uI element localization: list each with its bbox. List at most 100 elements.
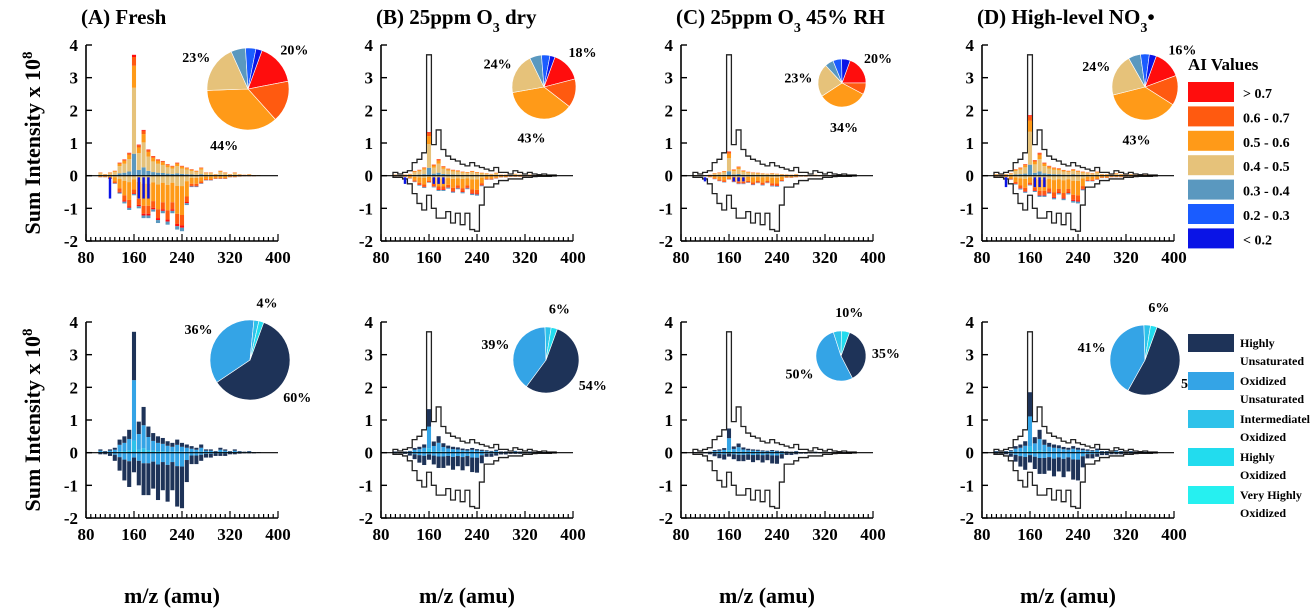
bar-seg-pos-r1-p2-b17-c1 (774, 451, 780, 453)
bar-seg-pos-r0-p0-b20-c3 (194, 172, 199, 175)
bar-seg-pos-r1-p3-b3-c1 (1008, 451, 1013, 453)
bar-seg-pos-r0-p1-b14-c3 (460, 172, 465, 175)
bar-seg-pos-r0-p2-b13-c3 (755, 173, 760, 176)
bar-seg-pos-r0-p0-b8-c0 (136, 144, 141, 146)
bar-seg-pos-r0-p3-b13-c1 (1056, 168, 1061, 169)
pie-label: 35% (872, 347, 900, 362)
bar-seg-pos-r1-p1-b17-c0 (474, 449, 480, 451)
bar-seg-pos-r1-p0-b8-c0 (136, 421, 141, 435)
bar-seg-pos-r0-p1-b7-c3 (426, 144, 432, 168)
bar-seg-neg-r1-p2-b13-c1 (755, 452, 760, 455)
y-tick-label: -1 (960, 476, 974, 495)
bar-seg-neg-r0-p0-b5-c0 (122, 200, 127, 202)
bar-seg-pos-r1-p0-b19-c0 (189, 446, 194, 449)
bar-seg-pos-r1-p2-b4-c0 (712, 450, 717, 452)
bar-seg-neg-r0-p0-b4-c4 (117, 192, 122, 194)
ox-legend-sublabel: Oxidized (1240, 468, 1286, 482)
panel-title: (A) Fresh (81, 5, 167, 29)
bar-seg-neg-r0-p1-b15-c2 (465, 178, 470, 186)
bar-seg-pos-r1-p2-b11-c1 (746, 450, 751, 453)
bar-seg-neg-r0-p0-b7-c2 (131, 179, 137, 190)
bar-seg-pos-r0-p0-b16-c2 (175, 163, 180, 167)
bar-seg-neg-r0-p2-b15-c1 (765, 180, 770, 183)
bar-seg-neg-r0-p1-b6-c4 (422, 187, 427, 189)
bar-seg-pos-r0-p1-b7-c1 (426, 132, 432, 137)
y-tick-label: -1 (960, 199, 974, 218)
bar-seg-pos-r0-p0-b18-c2 (184, 168, 189, 170)
bar-seg-neg-r0-p1-b9-c4 (436, 189, 441, 191)
x-tick-label: 320 (812, 248, 838, 267)
bar-seg-neg-r1-p1-b12-c1 (450, 452, 456, 457)
bar-seg-pos-r0-p3-b9-c2 (1037, 154, 1042, 160)
bar-seg-neg-r1-p0-b13-c0 (160, 462, 165, 491)
pie-label: 60% (283, 391, 311, 406)
bar-seg-pos-r1-p1-b20-c1 (489, 451, 494, 453)
bar-seg-neg-r1-p2-b5-c1 (717, 452, 722, 455)
bar-seg-pos-r0-p3-b8-c3 (1032, 164, 1037, 173)
bar-seg-neg-r0-p1-b19-c1 (484, 178, 489, 180)
bar-seg-neg-r0-p1-b17-c0 (474, 193, 480, 195)
pie-slice (247, 48, 263, 90)
bar-seg-pos-r1-p3-b14-c1 (1061, 449, 1066, 453)
bar-seg-pos-r1-p0-b10-c2 (146, 450, 151, 453)
bar-seg-neg-r1-p2-b23-c0 (803, 452, 808, 454)
bar-seg-neg-r1-p1-b13-c0 (455, 456, 460, 467)
bar-seg-pos-r1-p0-b11-c2 (151, 450, 156, 453)
bar-seg-neg-r1-p3-b6-c0 (1023, 456, 1028, 470)
bar-seg-pos-r1-p0-b20-c1 (194, 449, 199, 453)
bar-seg-neg-r0-p0-b16-c2 (175, 185, 180, 214)
pie-slice (815, 331, 853, 382)
bar-lowai-r0-p0-b9 (142, 177, 145, 199)
bar-seg-pos-r1-p2-b16-c1 (770, 451, 775, 453)
y-tick-label: -1 (659, 199, 673, 218)
bar-seg-neg-r0-p1-b15-c1 (465, 185, 470, 188)
bar-seg-pos-r0-p0-b10-c2 (146, 151, 151, 157)
bar-seg-neg-r0-p0-b17-c0 (179, 225, 185, 228)
bar-seg-neg-r0-p0-b6-c1 (127, 199, 132, 207)
bar-seg-neg-r1-p3-b18-c1 (1080, 452, 1085, 457)
fresh-envelope-outline (392, 54, 557, 232)
bar-seg-pos-r0-p3-b5-c2 (1018, 168, 1023, 170)
bar-seg-pos-r1-p0-b10-c1 (146, 436, 151, 451)
bar-seg-pos-r1-p1-b15-c1 (465, 450, 470, 453)
bar-seg-pos-r0-p0-b11-c2 (151, 157, 156, 162)
bar-seg-neg-r1-p2-b19-c0 (784, 453, 789, 455)
bar-seg-pos-r0-p1-b17-c2 (474, 172, 480, 174)
bar-seg-neg-r0-p3-b6-c0 (1023, 191, 1028, 192)
bar-seg-pos-r0-p3-b19-c3 (1085, 173, 1090, 176)
x-tick-label: 160 (1017, 248, 1043, 267)
bar-seg-neg-r1-p2-b16-c1 (770, 452, 775, 456)
y-tick-label: 0 (665, 167, 674, 186)
pie-label: 34% (830, 121, 858, 136)
bar-seg-pos-r0-p1-b14-c2 (460, 171, 465, 173)
bar-seg-pos-r0-p3-b12-c2 (1051, 168, 1057, 170)
bar-seg-neg-r1-p3-b24-c0 (1109, 453, 1114, 455)
ox-legend-label: Intermediately (1240, 412, 1310, 426)
bar-seg-pos-r0-p1-b19-c3 (484, 173, 489, 176)
x-tick-label: 240 (1065, 525, 1091, 544)
ai-legend-label: 0.6 - 0.7 (1243, 111, 1290, 126)
bar-seg-neg-r0-p0-b14-c4 (165, 221, 170, 225)
bar-seg-pos-r1-p2-b7-c2 (726, 450, 732, 453)
bar-seg-neg-r0-p3-b9-c1 (1037, 190, 1042, 195)
bar-seg-neg-r0-p2-b4-c1 (712, 178, 717, 179)
bar-seg-neg-r0-p1-b6-c1 (422, 184, 427, 187)
y-tick-label: 4 (70, 36, 79, 55)
y-tick-label: -1 (359, 199, 373, 218)
bar-seg-pos-r1-p1-b21-c1 (494, 450, 499, 453)
y-tick-label: -1 (659, 476, 673, 495)
bar-seg-neg-r0-p0-b1-c2 (103, 175, 108, 177)
pie-slice (841, 58, 851, 84)
bar-seg-neg-r0-p3-b16-c3 (1071, 175, 1076, 181)
bar-seg-neg-r0-p3-b12-c3 (1051, 175, 1057, 181)
bar-seg-neg-r1-p1-b7-c1 (426, 452, 432, 455)
y-tick-label: -2 (64, 509, 78, 528)
bar-seg-neg-r1-p2-b5-c0 (717, 454, 722, 459)
y-tick-label: 0 (966, 444, 975, 463)
bar-seg-pos-r0-p1-b16-c3 (470, 172, 475, 175)
bar-seg-pos-r0-p1-b10-c1 (441, 166, 446, 168)
bar-seg-neg-r0-p1-b5-c1 (417, 182, 422, 185)
bar-seg-pos-r1-p0-b15-c1 (170, 446, 175, 452)
bar-seg-neg-r1-p2-b10-c0 (741, 454, 746, 462)
x-tick-label: 240 (464, 248, 490, 267)
